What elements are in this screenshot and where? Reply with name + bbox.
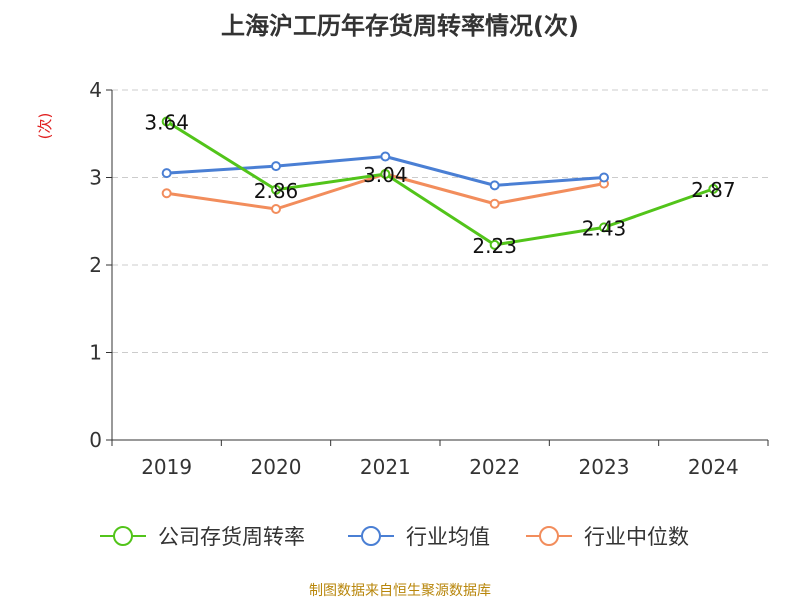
data-label: 2.87 [691, 178, 736, 202]
data-point [489, 239, 500, 250]
chart-title: 上海沪工历年存货周转率情况(次) [221, 12, 579, 40]
x-tick-label: 2019 [141, 455, 192, 479]
legend-label: 行业均值 [406, 525, 490, 549]
source-note: 制图数据来自恒生聚源数据库 [309, 583, 491, 599]
y-tick-label: 1 [89, 341, 102, 365]
data-point [599, 222, 609, 233]
data-point [161, 168, 172, 179]
data-point [161, 116, 172, 127]
data-point [161, 188, 172, 199]
x-tick-label: 2020 [251, 455, 302, 479]
legend-marker [361, 526, 381, 546]
x-tick-label: 2023 [579, 455, 630, 479]
data-point [271, 204, 281, 214]
y-tick-label: 3 [89, 166, 102, 190]
data-label: 3.04 [363, 163, 408, 187]
y-tick-label: 2 [89, 253, 102, 277]
data-point [708, 183, 719, 194]
x-tick-label: 2024 [688, 455, 739, 479]
data-point [489, 180, 500, 191]
data-point [599, 172, 609, 183]
y-tick-label: 4 [89, 78, 102, 102]
data-label: 2.43 [582, 216, 627, 240]
y-tick-label: 0 [89, 428, 102, 452]
legend-marker [539, 526, 559, 546]
x-tick-label: 2021 [360, 455, 411, 479]
data-point [489, 198, 500, 209]
legend-label: 公司存货周转率 [158, 525, 305, 549]
data-point [271, 161, 281, 172]
data-label: 2.86 [254, 179, 299, 203]
data-point [380, 169, 391, 179]
series-line [165, 120, 714, 247]
x-tick-label: 2022 [469, 455, 520, 479]
data-label: 3.64 [144, 111, 189, 135]
y-axis-label: (次) [36, 113, 54, 140]
data-point [271, 184, 281, 195]
data-point [380, 151, 391, 162]
legend-marker [113, 526, 133, 546]
data-label: 2.23 [472, 234, 517, 258]
legend-label: 行业中位数 [584, 525, 689, 549]
